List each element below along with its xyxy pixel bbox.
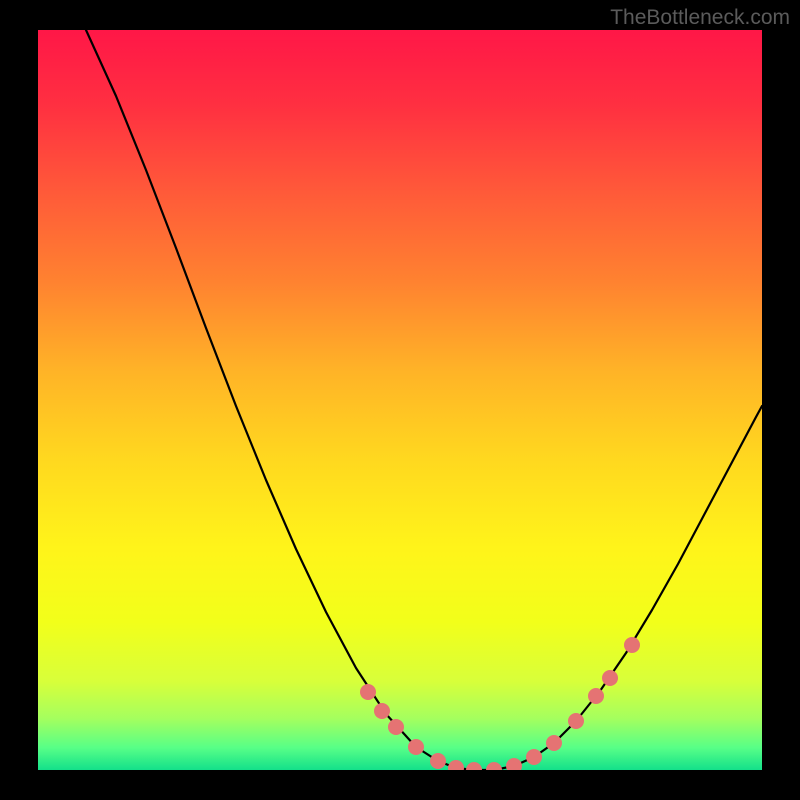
marker-point [526,749,542,765]
marker-group [360,637,640,770]
curve-layer [38,30,762,770]
marker-point [506,758,522,770]
marker-point [448,760,464,770]
marker-point [388,719,404,735]
marker-point [602,670,618,686]
plot-area [38,30,762,770]
marker-point [486,762,502,770]
chart-container: TheBottleneck.com [0,0,800,800]
marker-point [408,739,424,755]
marker-point [624,637,640,653]
marker-point [546,735,562,751]
marker-point [430,753,446,769]
bottleneck-curve [86,30,762,770]
marker-point [360,684,376,700]
marker-point [374,703,390,719]
marker-point [568,713,584,729]
attribution-text: TheBottleneck.com [610,6,790,30]
marker-point [466,762,482,770]
marker-point [588,688,604,704]
